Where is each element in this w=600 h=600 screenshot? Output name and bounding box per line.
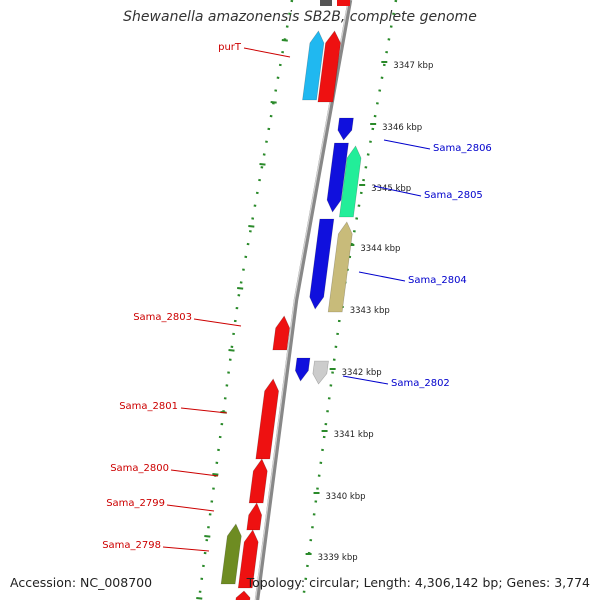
gene-arrow[interactable]: [337, 0, 350, 6]
gene-arrow-purT-1[interactable]: [302, 30, 325, 101]
leader-line: [166, 504, 215, 512]
tick-label: 3341 kbp: [334, 430, 374, 440]
inner-tick-mark: [281, 39, 288, 42]
tick-label: 3347 kbp: [393, 61, 433, 71]
gene-label-sama-2804[interactable]: Sama_2804: [408, 275, 467, 286]
leader-line: [243, 47, 291, 58]
gene-label-sama-2803[interactable]: Sama_2803: [133, 312, 192, 323]
gene-arrow-purT-2[interactable]: [317, 30, 341, 103]
inner-tick-mark: [228, 349, 235, 352]
gene-label-sama-2800[interactable]: Sama_2800: [110, 463, 169, 474]
inner-tick-mark: [248, 225, 255, 228]
tick-label: 3339 kbp: [318, 553, 358, 563]
gene-arrow-sama2799[interactable]: [246, 502, 263, 531]
tick-label: 3343 kbp: [350, 306, 390, 316]
gene-arrow-sama2806[interactable]: [337, 117, 354, 141]
gene-arrow-sama2805[interactable]: [339, 145, 362, 218]
gene-arrow-sama2801[interactable]: [255, 378, 279, 460]
leader-line: [342, 375, 389, 385]
inner-tick-mark: [270, 101, 277, 104]
gene-label-sama-2799[interactable]: Sama_2799: [106, 498, 165, 509]
leader-line: [193, 318, 242, 327]
leader-line: [170, 469, 219, 477]
inner-tick-mark: [212, 473, 219, 476]
accession-text: Accession: NC_008700: [10, 575, 153, 590]
genome-summary-text: Topology: circular; Length: 4,306,142 bp…: [246, 575, 590, 590]
inner-scale-ring: [197, 0, 294, 600]
gene-label-sama-2802[interactable]: Sama_2802: [391, 378, 450, 389]
tick-label: 3340 kbp: [326, 492, 366, 502]
leader-line: [162, 546, 210, 552]
tick-label: 3344 kbp: [360, 244, 400, 254]
leader-line: [180, 407, 228, 414]
gene-label-sama-2801[interactable]: Sama_2801: [119, 401, 178, 412]
inner-tick-mark: [196, 597, 203, 600]
gene-arrow-sama2800[interactable]: [248, 458, 268, 504]
gene-arrow-sama2802[interactable]: [295, 357, 311, 382]
gene-arrow[interactable]: [320, 0, 332, 6]
gene-arrow-sama2804[interactable]: [309, 218, 335, 310]
leader-line: [383, 139, 431, 150]
gene-label-sama-2806[interactable]: Sama_2806: [433, 143, 492, 154]
gene-label-sama-2798[interactable]: Sama_2798: [102, 540, 161, 551]
gene-arrow[interactable]: [237, 529, 259, 589]
leader-line: [373, 185, 422, 197]
gene-label-purt[interactable]: purT: [218, 42, 242, 53]
gene-arrow-sama2798[interactable]: [220, 523, 242, 585]
gene-label-sama-2805[interactable]: Sama_2805: [424, 190, 483, 201]
gene-arrow[interactable]: [312, 360, 329, 385]
gene-arrow-sama2803[interactable]: [272, 315, 290, 351]
leader-line: [358, 271, 406, 282]
gene-arrow[interactable]: [326, 142, 349, 213]
tick-label: 3345 kbp: [371, 184, 411, 194]
gene-arrow[interactable]: [235, 590, 251, 600]
gene-arrow[interactable]: [327, 221, 353, 313]
inner-tick-mark: [237, 287, 244, 290]
tick-label: 3342 kbp: [342, 368, 382, 378]
page-title: Shewanella amazonensis SB2B, complete ge…: [123, 9, 477, 25]
inner-tick-mark: [204, 535, 211, 538]
inner-tick-mark: [259, 163, 266, 166]
tick-label: 3346 kbp: [382, 123, 422, 133]
